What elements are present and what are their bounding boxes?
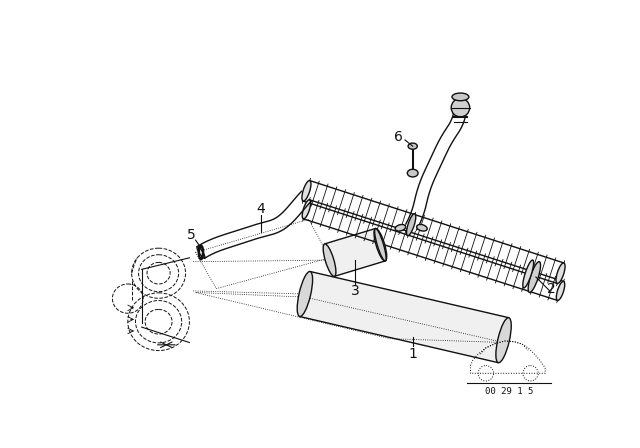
- Ellipse shape: [496, 318, 511, 363]
- Ellipse shape: [556, 263, 565, 284]
- Ellipse shape: [528, 262, 541, 293]
- Ellipse shape: [374, 228, 386, 261]
- Ellipse shape: [451, 99, 470, 117]
- Ellipse shape: [417, 224, 428, 231]
- Ellipse shape: [297, 271, 312, 317]
- Text: 4: 4: [257, 202, 266, 216]
- Ellipse shape: [406, 214, 416, 236]
- Ellipse shape: [302, 200, 310, 219]
- Ellipse shape: [374, 228, 387, 261]
- Ellipse shape: [395, 224, 406, 231]
- Ellipse shape: [407, 169, 418, 177]
- Text: 00 29 1 5: 00 29 1 5: [484, 387, 533, 396]
- Ellipse shape: [523, 260, 534, 288]
- Ellipse shape: [323, 244, 336, 276]
- Polygon shape: [300, 271, 509, 363]
- Ellipse shape: [452, 93, 469, 101]
- Text: 6: 6: [394, 130, 403, 144]
- Text: 1: 1: [408, 347, 417, 361]
- Ellipse shape: [302, 181, 311, 201]
- Ellipse shape: [408, 143, 417, 149]
- Polygon shape: [324, 228, 385, 276]
- Text: 2: 2: [547, 282, 556, 296]
- Text: 3: 3: [351, 284, 359, 298]
- Ellipse shape: [197, 246, 205, 258]
- Ellipse shape: [556, 281, 564, 301]
- Text: 5: 5: [187, 228, 195, 242]
